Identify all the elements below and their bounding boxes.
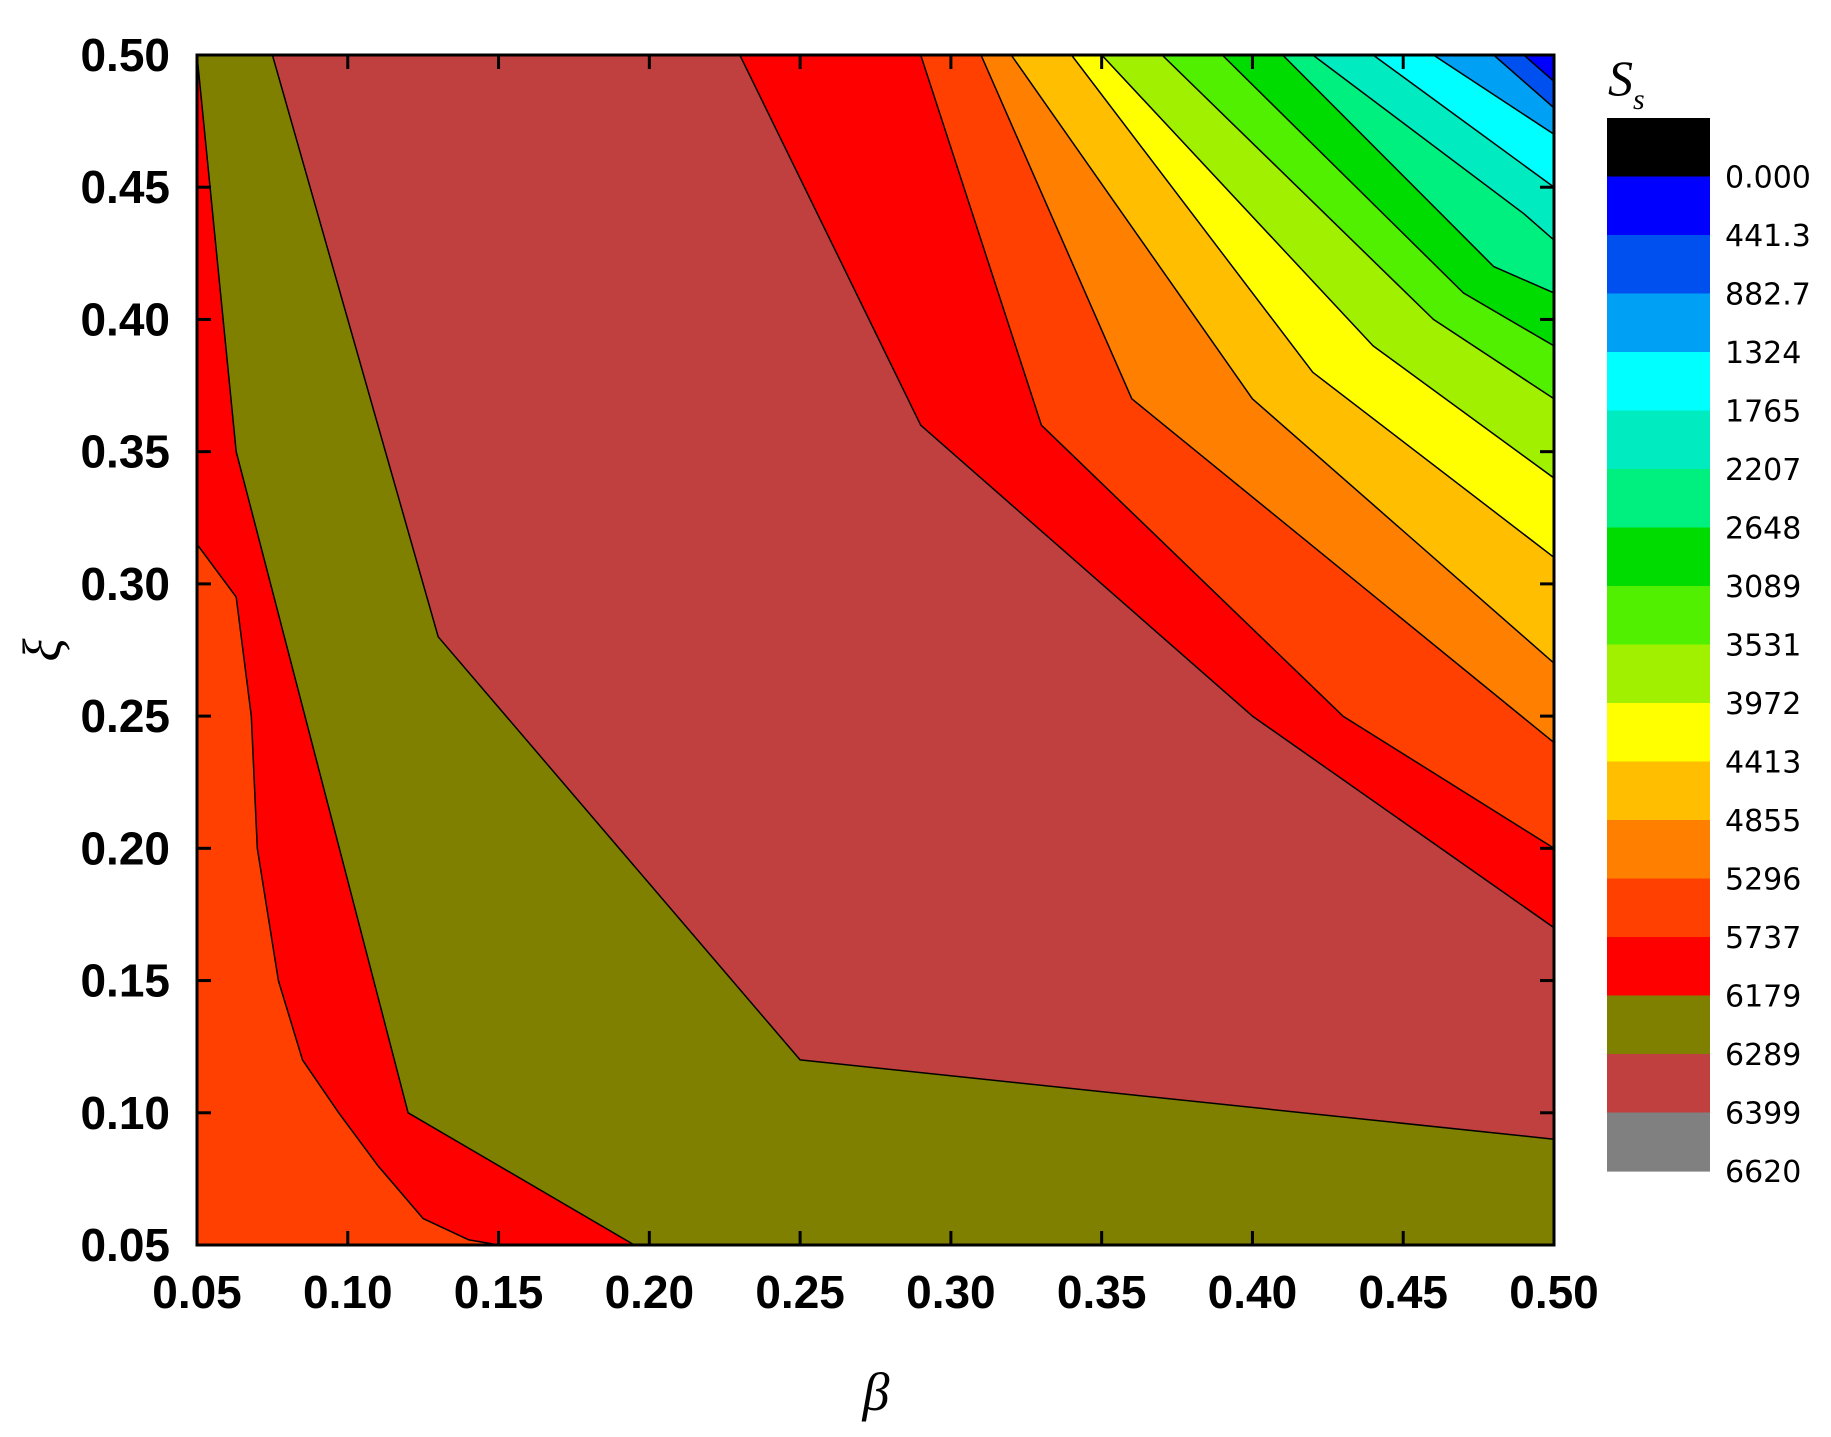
colorbar-swatch — [1607, 703, 1710, 763]
x-axis-ticks: 0.05 0.10 0.15 0.20 0.25 0.30 0.35 0.40 0.45 0.50 — [152, 55, 1599, 1318]
colorbar-level-label: 2648 — [1725, 512, 1801, 547]
y-axis-title: ξ — [12, 638, 72, 662]
plot-frame — [195, 53, 1556, 1247]
colorbar-level-label: 0.000 — [1725, 161, 1811, 196]
y-tick-label: 0.45 — [80, 161, 170, 213]
y-tick-label: 0.05 — [80, 1219, 170, 1271]
colorbar-level-label: 6289 — [1725, 1038, 1801, 1073]
colorbar-level-label: 6620 — [1725, 1155, 1801, 1190]
x-tick-label: 0.10 — [303, 1266, 393, 1318]
colorbar-swatch — [1607, 761, 1710, 821]
y-tick-label: 0.15 — [80, 955, 170, 1007]
colorbar-title: Ss — [1608, 50, 1645, 116]
x-tick-label: 0.40 — [1208, 1266, 1298, 1318]
colorbar-swatch — [1607, 586, 1710, 646]
colorbar-swatch — [1607, 469, 1710, 529]
y-tick-label: 0.30 — [80, 558, 170, 610]
colorbar-level-label: 4855 — [1725, 804, 1801, 839]
colorbar-level-label: 3972 — [1725, 687, 1801, 722]
colorbar-swatch — [1607, 410, 1710, 470]
colorbar-swatch — [1607, 1112, 1710, 1172]
y-tick-label: 0.50 — [80, 29, 170, 81]
colorbar-level-label: 3089 — [1725, 570, 1801, 605]
x-axis-title: β — [862, 1362, 890, 1422]
contour-region — [1523, 55, 1554, 83]
x-tick-label: 0.30 — [906, 1266, 996, 1318]
colorbar-level-label: 441.3 — [1725, 219, 1811, 254]
y-tick-label: 0.25 — [80, 690, 170, 742]
y-tick-label: 0.35 — [80, 426, 170, 478]
colorbar-level-label: 1765 — [1725, 395, 1801, 430]
colorbar-swatch — [1607, 995, 1710, 1055]
colorbar-level-label: 3531 — [1725, 629, 1801, 664]
colorbar-level-label: 2207 — [1725, 453, 1801, 488]
contour-regions — [197, 55, 1554, 1245]
colorbar: 0.000 441.3 882.7 1324 1765 2207 2648 3089 3531 3… — [1607, 118, 1811, 1190]
colorbar-swatch — [1607, 937, 1710, 997]
x-tick-label: 0.35 — [1057, 1266, 1147, 1318]
colorbar-swatch — [1607, 176, 1710, 236]
colorbar-swatch — [1607, 820, 1710, 880]
colorbar-level-label: 6399 — [1725, 1097, 1801, 1132]
x-tick-label: 0.50 — [1509, 1266, 1599, 1318]
y-tick-label: 0.10 — [80, 1087, 170, 1139]
colorbar-level-label: 1324 — [1725, 336, 1801, 371]
colorbar-level-label: 4413 — [1725, 746, 1801, 781]
colorbar-swatch — [1607, 118, 1710, 178]
colorbar-level-label: 6179 — [1725, 980, 1801, 1015]
colorbar-swatch — [1607, 293, 1710, 353]
y-tick-label: 0.20 — [80, 822, 170, 874]
colorbar-swatch — [1607, 878, 1710, 938]
colorbar-level-label: 5296 — [1725, 863, 1801, 898]
x-tick-label: 0.15 — [454, 1266, 544, 1318]
colorbar-level-label: 5737 — [1725, 921, 1801, 956]
colorbar-swatch — [1607, 235, 1710, 295]
colorbar-swatch — [1607, 1054, 1710, 1114]
y-tick-label: 0.40 — [80, 293, 170, 345]
colorbar-swatch — [1607, 352, 1710, 412]
x-tick-label: 0.05 — [152, 1266, 242, 1318]
y-axis-ticks: 0.05 0.10 0.15 0.20 0.25 0.30 0.35 0.40 0.45 0.50 — [80, 29, 1554, 1271]
x-tick-label: 0.25 — [755, 1266, 845, 1318]
colorbar-swatch — [1607, 644, 1710, 704]
colorbar-swatch — [1607, 527, 1710, 587]
x-tick-label: 0.20 — [605, 1266, 695, 1318]
x-tick-label: 0.45 — [1358, 1266, 1448, 1318]
colorbar-level-label: 882.7 — [1725, 278, 1811, 313]
